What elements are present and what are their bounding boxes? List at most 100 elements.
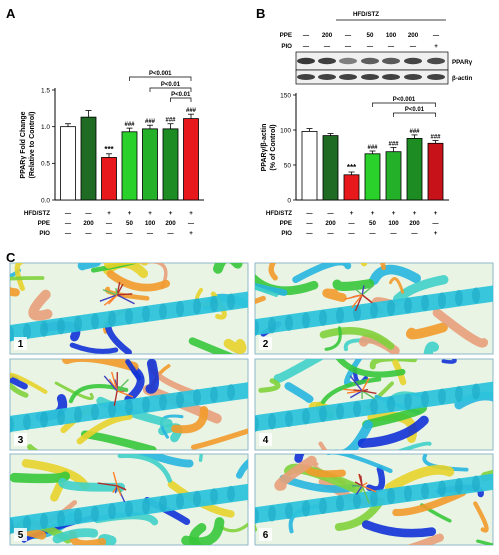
actin-band (361, 74, 379, 80)
bracket-label: P<0.001 (149, 71, 172, 77)
helix-turn (268, 506, 276, 522)
helix-turn (40, 321, 48, 337)
treatment-row-label: PIO (281, 230, 292, 237)
treatment-cell: 200 (83, 220, 94, 227)
blot-pio-value: + (434, 43, 438, 50)
docking-panel-number: 5 (18, 530, 24, 541)
treatment-cell: + (148, 210, 152, 217)
comparison-bracket (394, 113, 436, 117)
blot-ppe-value: 50 (367, 32, 374, 39)
blot-ppe-value: 200 (408, 32, 419, 39)
treatment-cell: — (327, 230, 334, 237)
treatment-cell: — (106, 230, 113, 237)
helix-turn (193, 298, 201, 314)
helix-turn (125, 308, 133, 324)
treatment-cell: — (65, 220, 72, 227)
helix-turn (125, 501, 133, 517)
helix-turn (251, 320, 259, 336)
bracket-label: P<0.01 (171, 92, 191, 98)
blot-ppe-value: 200 (322, 32, 333, 39)
bar (323, 136, 338, 200)
comparison-bracket (171, 98, 192, 102)
helix-turn (336, 404, 344, 420)
helix-turn (370, 399, 378, 415)
y-axis-label: PPARγ Fold Change (20, 111, 27, 178)
significance-label: *** (104, 145, 114, 154)
blot-ppe-value: — (345, 32, 352, 39)
significance-label: ### (388, 142, 399, 148)
helix-turn (210, 387, 218, 403)
y-tick-label: 150 (280, 92, 291, 99)
significance-label: ### (186, 108, 197, 114)
treatment-row-label: HFD/STZ (266, 210, 292, 217)
blot-pio-value: — (410, 43, 417, 50)
helix-turn (74, 407, 82, 423)
helix-turn (40, 513, 48, 529)
helix-turn (285, 315, 293, 331)
helix-turn (319, 406, 327, 422)
actin-band (404, 74, 422, 80)
helix-turn (302, 312, 310, 328)
helix-turn (159, 394, 167, 410)
treatment-cell: + (392, 210, 396, 217)
helix-turn (285, 411, 293, 427)
actin-band (427, 74, 445, 80)
blot-ppe-label: PPE (280, 32, 292, 39)
treatment-cell: — (147, 230, 154, 237)
significance-label: ### (409, 129, 420, 135)
blot-pio-label: PIO (281, 43, 292, 50)
helix-turn (210, 296, 218, 312)
protein-ribbon (150, 364, 154, 389)
blot-pio-value: — (345, 43, 352, 50)
helix-turn (227, 486, 235, 502)
treatment-row-label: PPE (38, 220, 50, 227)
helix-turn (336, 307, 344, 323)
helix-turn (142, 498, 150, 514)
helix-turn (6, 326, 14, 342)
helix-turn (142, 397, 150, 413)
bar (365, 154, 380, 200)
helix-turn (404, 394, 412, 410)
pparg-band (427, 58, 445, 64)
docking-panel-number: 3 (18, 435, 24, 446)
treatment-cell: — (432, 220, 439, 227)
protein-ribbon (109, 259, 145, 264)
blot-label-pparg: PPARγ (452, 59, 473, 66)
helix-turn (438, 292, 446, 308)
pparg-band (361, 58, 379, 64)
protein-ribbon (228, 343, 241, 349)
y-tick-label: 0 (287, 197, 291, 204)
bar (386, 152, 401, 200)
helix-turn (227, 293, 235, 309)
treatment-row-label: PIO (39, 230, 50, 237)
significance-label: ### (165, 118, 176, 124)
bar (163, 129, 178, 200)
treatment-cell: — (327, 210, 334, 217)
helix-turn (353, 401, 361, 417)
bar (407, 138, 422, 200)
bar (122, 132, 137, 200)
treatment-row-label: PPE (280, 220, 292, 227)
treatment-cell: — (167, 230, 174, 237)
helix-turn (404, 486, 412, 502)
docking-panel: 2 (218, 239, 498, 369)
y-axis-label: PPARγ/β-actin (261, 124, 268, 172)
treatment-cell: 200 (325, 220, 336, 227)
panel-a-letter: A (6, 6, 16, 21)
helix-turn (387, 300, 395, 316)
protein-ribbon (359, 239, 381, 263)
helix-turn (251, 508, 259, 524)
bracket-label: P<0.001 (393, 97, 416, 103)
helix-turn (108, 311, 116, 327)
helix-turn (455, 478, 463, 494)
treatment-cell: — (390, 230, 397, 237)
treatment-cell: — (106, 220, 113, 227)
treatment-cell: — (306, 210, 313, 217)
helix-turn (23, 414, 31, 430)
helix-turn (176, 301, 184, 317)
treatment-cell: 200 (409, 220, 420, 227)
